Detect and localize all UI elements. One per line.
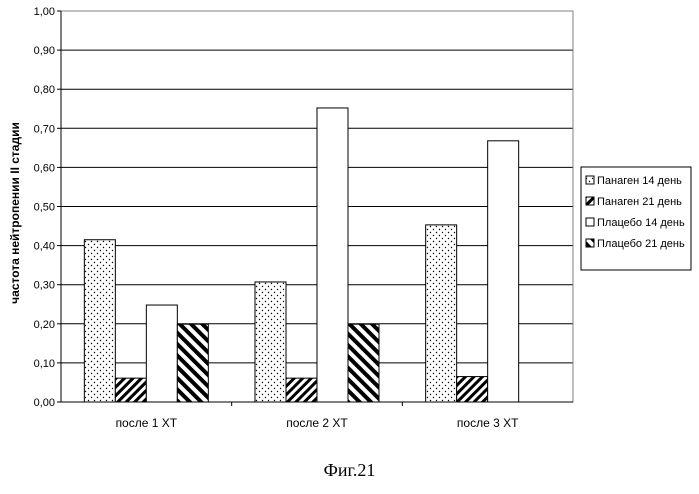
- bar-4-2: [348, 324, 379, 402]
- y-tick-label: 0,60: [34, 162, 55, 174]
- x-category-label: после 2 ХТ: [286, 416, 348, 430]
- legend-label: Плацебо 14 день: [597, 217, 685, 229]
- y-axis-title: частота нейтропении II стадии: [8, 122, 22, 304]
- y-tick-label: 0,70: [34, 123, 55, 135]
- bar-1-3: [426, 225, 457, 402]
- y-tick-label: 0,40: [34, 241, 55, 253]
- bars-layer: [84, 108, 518, 402]
- y-tick-label: 0,80: [34, 84, 55, 96]
- legend-label: Панаген 21 день: [597, 196, 682, 208]
- x-category-label: после 3 ХТ: [457, 416, 519, 430]
- y-tick-label: 0,20: [34, 319, 55, 331]
- bar-3-2: [317, 108, 348, 402]
- bar-3-1: [146, 305, 177, 402]
- y-tick-label: 0,10: [34, 358, 55, 370]
- legend-swatch: [586, 239, 594, 247]
- bar-1-1: [84, 240, 115, 402]
- x-category-label: после 1 ХТ: [116, 416, 178, 430]
- bar-2-2: [286, 378, 317, 402]
- bar-4-1: [177, 324, 208, 402]
- y-tick-label: 0,90: [34, 45, 55, 57]
- bar-2-1: [115, 378, 146, 402]
- legend-label: Панаген 14 день: [597, 175, 682, 187]
- legend: Панаген 14 день Панаген 21 день Плацебо 14…: [581, 167, 691, 270]
- y-tick-label: 0,30: [34, 280, 55, 292]
- y-tick-label: 0,50: [34, 202, 55, 214]
- legend-swatch: [586, 197, 594, 205]
- y-tick-label: 0,00: [34, 397, 55, 409]
- bar-1-2: [255, 282, 286, 402]
- legend-swatch: [586, 218, 594, 226]
- y-tick-label: 1,00: [34, 6, 55, 18]
- figure-caption: Фиг.21: [0, 460, 699, 481]
- bar-3-3: [488, 141, 519, 402]
- legend-label: Плацебо 21 день: [597, 238, 685, 250]
- legend-swatch: [586, 176, 594, 184]
- bar-2-3: [457, 377, 488, 402]
